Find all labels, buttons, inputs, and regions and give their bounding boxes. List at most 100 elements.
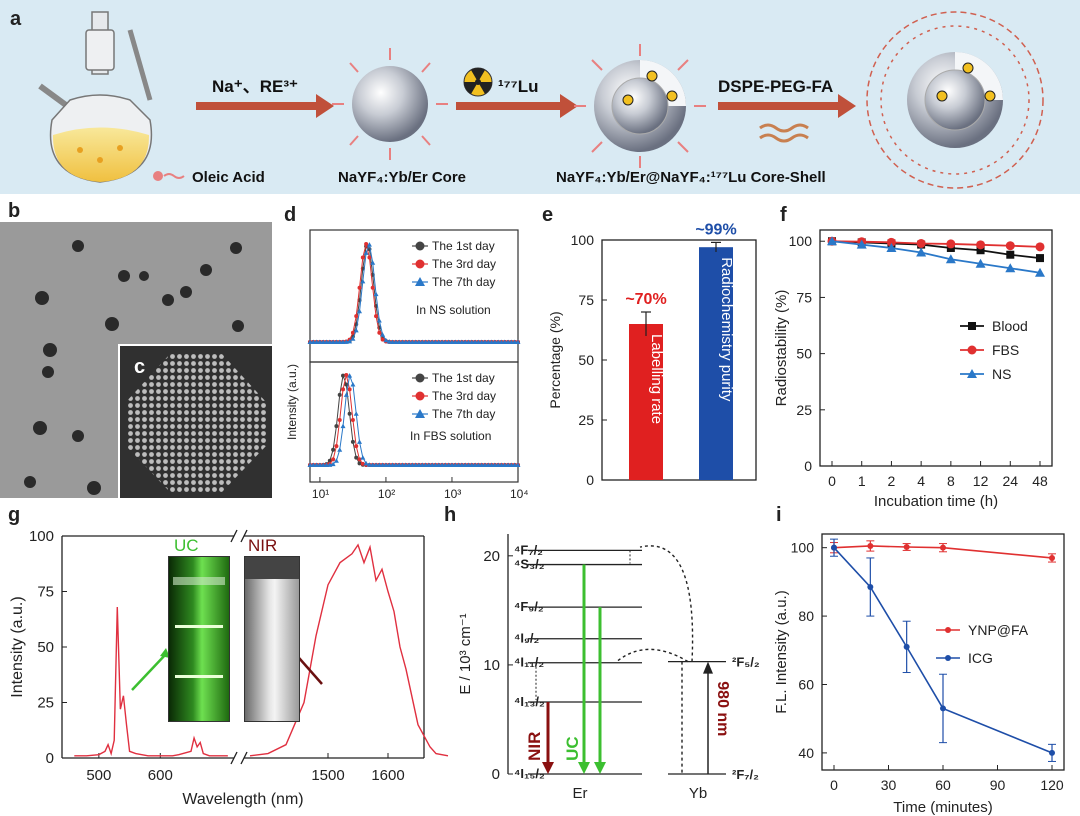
chart-d-point <box>475 339 481 344</box>
chart-d-point <box>512 462 518 467</box>
chart-d-point <box>366 242 372 247</box>
chart-f-xlabel: Incubation time (h) <box>874 493 998 510</box>
chart-d-point <box>396 339 402 344</box>
chart-h-er-level-label: ⁴S₃/₂ <box>514 557 545 572</box>
chart-d-point <box>376 317 382 323</box>
chart-f-point <box>1035 242 1045 252</box>
chart-i-xlabel: Time (minutes) <box>893 799 992 816</box>
chart-f-xtick-label: 12 <box>973 473 989 489</box>
chart-d-curve <box>310 242 518 343</box>
chart-d-point <box>396 462 402 467</box>
functionalized-particle <box>866 11 1044 189</box>
panel-letter-c: c <box>134 356 146 378</box>
chart-d-point <box>334 424 339 429</box>
chart-d-point <box>495 462 501 467</box>
chart-d-xtick-label: 10¹ <box>312 487 329 501</box>
chart-d-point <box>452 462 458 467</box>
chart-g-axis-break <box>230 529 238 543</box>
chart-d: Intensity (a.u.) In NS solution In FBS s… <box>285 229 529 501</box>
chart-d-point <box>364 242 369 246</box>
chart-d-point <box>310 462 316 467</box>
arrow3-label: DSPE-PEG-FA <box>718 77 833 96</box>
chart-g-series-nir <box>249 543 449 757</box>
chart-d-point <box>432 339 438 344</box>
chart-e-ytick-label: 25 <box>578 412 594 428</box>
chart-d-point <box>350 418 355 423</box>
chart-i-ylabel: F.L. Intensity (a.u.) <box>773 590 790 713</box>
arrow-1 <box>196 94 334 118</box>
chart-d-point <box>399 462 405 467</box>
chart-h-er-level-label: ⁴I₁₁/₂ <box>514 655 544 670</box>
chart-f-point <box>976 240 986 250</box>
chart-i-point <box>1049 749 1055 756</box>
chart-i-point <box>940 705 946 712</box>
chart-f-legend-label: FBS <box>992 342 1019 358</box>
chart-d-point <box>357 461 362 466</box>
chart-d-point <box>406 462 412 467</box>
chart-f-series-line <box>831 240 1041 274</box>
chart-d-point <box>354 314 359 319</box>
chart-d-point <box>409 339 415 344</box>
chart-d-legend-marker <box>415 277 425 286</box>
chart-d-point <box>347 387 352 392</box>
chart-f-point <box>946 239 956 249</box>
chart-f-point <box>975 258 986 268</box>
chart-e-bar-label: Radiochemistry purity <box>718 257 735 402</box>
chart-d-point <box>489 339 495 344</box>
chart-d-point <box>413 462 419 467</box>
radiation-icon <box>463 67 493 97</box>
chart-h-uc-arrowhead <box>594 762 606 774</box>
chart-d-point <box>512 339 518 344</box>
chart-f-ylabel: Radiostability (%) <box>773 290 790 407</box>
chart-d-legend-marker <box>415 373 425 383</box>
chart-i-point <box>903 543 910 550</box>
chart-d-point <box>475 462 481 467</box>
chart-e-bar-label: Labelling rate <box>648 334 665 424</box>
chart-i-point <box>1049 554 1055 561</box>
chart-d-point <box>340 423 346 429</box>
chart-d-point <box>374 314 379 319</box>
chart-f-ytick-label: 75 <box>796 289 812 305</box>
chart-h-uc-label: UC <box>563 736 582 761</box>
chart-d-xtick-label: 10⁴ <box>510 487 529 501</box>
chart-d-point <box>341 387 346 392</box>
chart-d-point <box>340 339 346 344</box>
chart-d-point <box>423 339 429 344</box>
panel-a-background <box>0 0 1080 194</box>
chart-h-ytick-label: 0 <box>492 766 500 783</box>
chart-f-series-line <box>831 240 1041 248</box>
chart-d-point <box>383 462 389 467</box>
chart-d-point <box>373 462 379 467</box>
chart-d-point <box>479 339 485 344</box>
chart-d-point <box>331 447 336 452</box>
coreshell-particle <box>574 44 706 168</box>
panel-a-scheme: Na⁺、RE³⁺ ¹⁷⁷Lu DSPE-PEG-FA Oleic Acid Na… <box>38 11 1044 189</box>
chart-f-point <box>1005 263 1016 273</box>
chart-d-point <box>337 392 342 397</box>
chart-d-point <box>429 462 435 467</box>
chart-f-point <box>1005 241 1015 251</box>
chart-d-point <box>429 339 435 344</box>
uc-inset-label: UC <box>174 536 199 555</box>
nir-inset-label: NIR <box>248 536 278 555</box>
chart-d-point <box>485 339 491 344</box>
chart-d-point <box>370 285 375 290</box>
chart-h-excitation-label: 980 nm <box>714 681 731 736</box>
chart-d-point <box>347 411 352 416</box>
chart-d-point <box>363 460 369 466</box>
chart-h-er-level-label: ⁴F₉/₂ <box>514 599 544 614</box>
chart-d-point <box>495 339 501 344</box>
chart-d-point <box>508 462 514 467</box>
chart-d-point <box>333 458 339 463</box>
chart-d-point <box>350 381 356 387</box>
chart-d-point <box>416 462 422 467</box>
chart-i-point <box>867 542 874 549</box>
chart-d-point <box>439 339 445 344</box>
chart-g-xtick-label: 600 <box>148 767 173 784</box>
chart-d-legend-label: The 7th day <box>432 275 495 289</box>
chart-h-er-level-label: ⁴F₇/₂ <box>514 542 543 557</box>
chart-i-xtick-label: 90 <box>990 777 1006 793</box>
chart-d-point <box>341 373 346 378</box>
chart-g-ytick-label: 100 <box>29 528 54 545</box>
chart-d-point <box>485 462 491 467</box>
